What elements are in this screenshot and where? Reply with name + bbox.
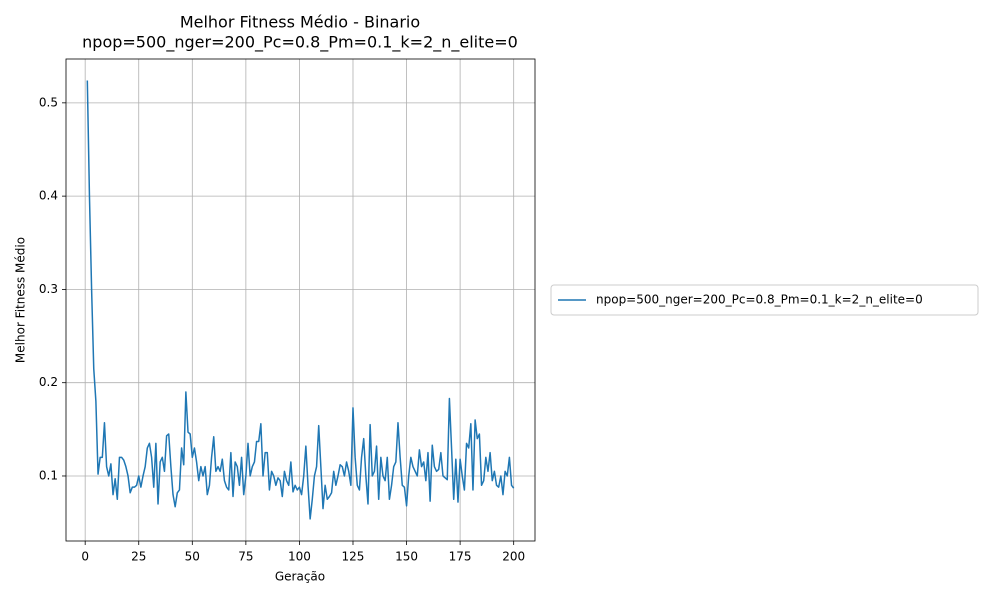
x-tick-label: 125 [342, 550, 365, 564]
x-tick-label: 100 [288, 550, 311, 564]
y-tick-label: 0.4 [39, 189, 58, 203]
x-tick-label: 75 [238, 550, 253, 564]
legend-box [550, 284, 979, 316]
x-axis-label: Geração [275, 570, 325, 584]
x-tick-label: 150 [395, 550, 418, 564]
y-axis-label: Melhor Fitness Médio [14, 237, 28, 363]
x-tick-label: 175 [449, 550, 472, 564]
chart-title: Melhor Fitness Médio - Binario [180, 13, 420, 32]
x-tick-label: 200 [502, 550, 525, 564]
plot-frame [65, 58, 536, 542]
legend-label: npop=500_nger=200_Pc=0.8_Pm=0.1_k=2_n_el… [596, 293, 923, 307]
y-tick-label: 0.5 [39, 95, 58, 109]
x-tick-label: 0 [81, 550, 89, 564]
x-tick-label: 25 [131, 550, 146, 564]
y-tick-label: 0.3 [39, 282, 58, 296]
chart-subtitle: npop=500_nger=200_Pc=0.8_Pm=0.1_k=2_n_el… [82, 33, 518, 53]
y-tick-label: 0.1 [39, 468, 58, 482]
x-tick-label: 50 [185, 550, 200, 564]
y-tick-label: 0.2 [39, 375, 58, 389]
data-line [86, 80, 515, 520]
